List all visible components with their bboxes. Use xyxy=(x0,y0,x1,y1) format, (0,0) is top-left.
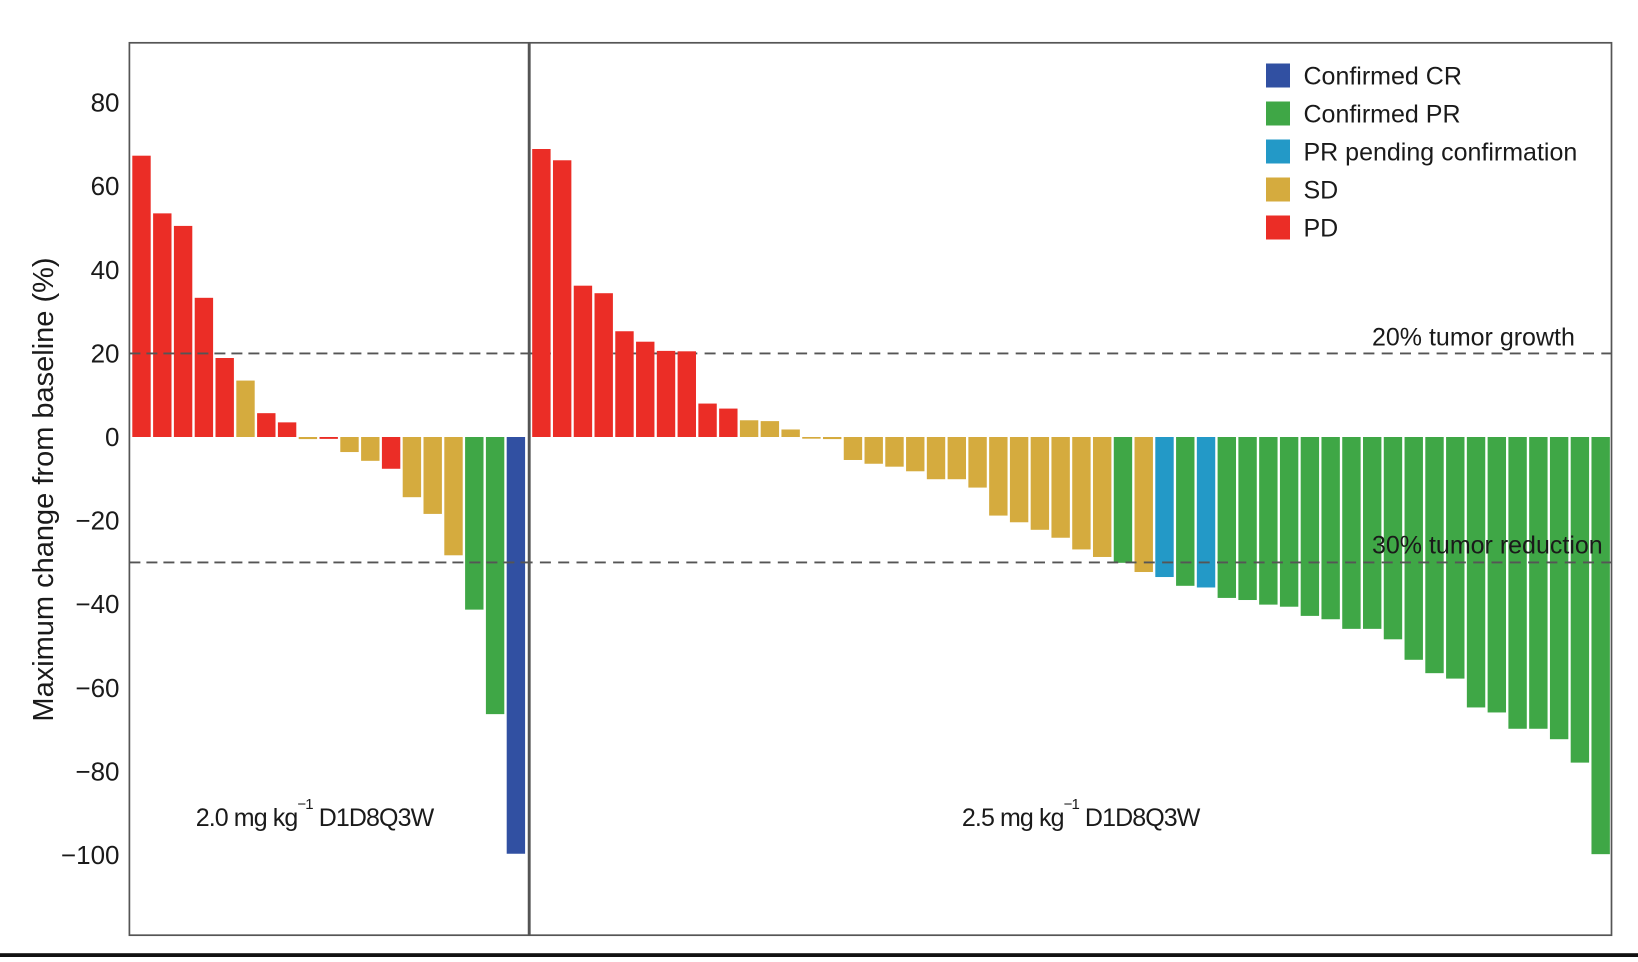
svg-text:−80: −80 xyxy=(75,756,119,786)
svg-text:PD: PD xyxy=(1304,215,1339,243)
svg-text:30% tumor reduction: 30% tumor reduction xyxy=(1372,532,1603,560)
svg-text:0: 0 xyxy=(105,422,119,452)
svg-text:−20: −20 xyxy=(75,506,119,536)
svg-text:Maximum change from baseline (: Maximum change from baseline (%) xyxy=(28,257,60,721)
svg-text:Confirmed CR: Confirmed CR xyxy=(1304,63,1462,91)
svg-text:40: 40 xyxy=(91,255,120,285)
svg-text:SD: SD xyxy=(1304,177,1339,205)
svg-text:20% tumor growth: 20% tumor growth xyxy=(1372,324,1575,352)
svg-text:60: 60 xyxy=(91,171,120,201)
svg-text:−60: −60 xyxy=(75,673,119,703)
svg-text:−100: −100 xyxy=(61,840,120,870)
svg-text:−40: −40 xyxy=(75,589,119,619)
svg-text:Confirmed PR: Confirmed PR xyxy=(1304,101,1461,129)
svg-text:80: 80 xyxy=(91,88,120,118)
svg-text:PR pending confirmation: PR pending confirmation xyxy=(1304,139,1578,167)
svg-text:20: 20 xyxy=(91,338,120,368)
